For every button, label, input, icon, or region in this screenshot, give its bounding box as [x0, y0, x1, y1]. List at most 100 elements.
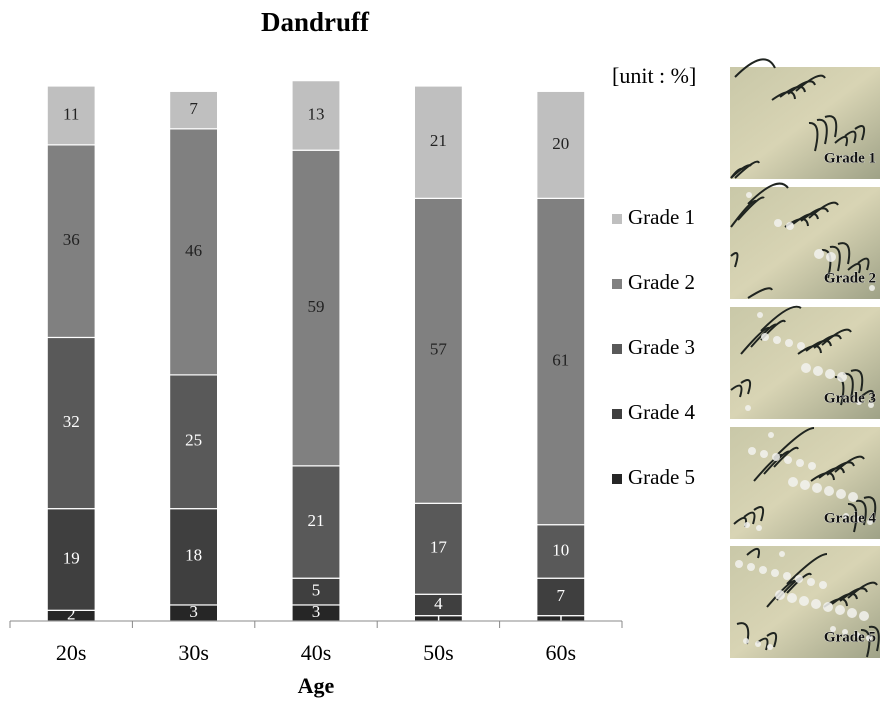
legend-swatch: [612, 344, 622, 354]
flake: [819, 581, 827, 589]
hair: [747, 182, 789, 205]
bar-segment: [536, 577, 586, 617]
flake: [826, 252, 836, 262]
x-tick-label: 30s: [178, 640, 209, 665]
flake: [854, 632, 860, 638]
data-label: 36: [63, 230, 80, 249]
flake: [824, 486, 834, 496]
flake: [783, 572, 791, 580]
hair: [816, 118, 828, 145]
legend-swatch: [612, 279, 622, 289]
data-label: 57: [430, 340, 448, 359]
flake: [773, 336, 781, 344]
hair: [834, 136, 848, 147]
flake: [847, 608, 857, 618]
photo-label: Grade 1: [824, 150, 876, 166]
bar-segment: [46, 508, 96, 611]
hair: [746, 548, 760, 559]
x-tick-label: 60s: [546, 640, 577, 665]
flake: [795, 575, 803, 583]
hair: [808, 122, 819, 152]
flake: [866, 635, 872, 641]
data-label: 25: [185, 431, 202, 450]
data-label: 61: [552, 350, 569, 369]
hair: [766, 632, 778, 648]
bar-segment: [291, 577, 341, 606]
flake: [868, 402, 874, 408]
flake: [761, 333, 769, 341]
hair: [747, 287, 773, 299]
flake: [767, 644, 773, 650]
hair: [743, 511, 756, 525]
bar-segment: [46, 144, 96, 339]
data-label: 1: [557, 607, 566, 626]
flake: [835, 605, 845, 615]
flake: [760, 450, 768, 458]
hair: [857, 257, 870, 271]
flake: [757, 312, 763, 318]
flake: [755, 641, 761, 647]
unit-note: [unit : %]: [612, 63, 696, 88]
data-label: 7: [557, 586, 566, 605]
hair: [734, 160, 760, 179]
flake: [748, 447, 756, 455]
photo: [730, 187, 880, 299]
flake: [799, 596, 809, 606]
bar-segment: [169, 128, 219, 376]
flake: [743, 638, 749, 644]
flake: [801, 363, 811, 373]
flake: [786, 222, 794, 230]
flake: [800, 480, 810, 490]
flake: [796, 459, 804, 467]
bar-segment: [413, 85, 463, 199]
flake: [811, 599, 821, 609]
flake: [855, 516, 861, 522]
legend-label: Grade 3: [628, 335, 695, 359]
hair: [753, 506, 765, 522]
hair: [824, 115, 838, 138]
flake: [842, 629, 848, 635]
flake: [856, 399, 862, 405]
bar-segment: [169, 90, 219, 130]
hair: [808, 201, 839, 219]
x-axis-title: Age: [298, 673, 335, 698]
hair: [829, 245, 841, 272]
flake: [859, 611, 869, 621]
hair: [847, 581, 878, 599]
data-label: 4: [434, 594, 443, 613]
flake: [779, 551, 785, 557]
data-label: 10: [552, 540, 569, 559]
flake: [797, 342, 805, 350]
flake: [768, 432, 774, 438]
data-label: 46: [185, 241, 202, 260]
legend-label: Grade 5: [628, 465, 695, 489]
flake: [848, 492, 858, 502]
data-label: 21: [430, 131, 447, 150]
hair: [844, 130, 857, 144]
hair: [821, 328, 852, 346]
hair: [737, 196, 765, 221]
grade-photos: Grade 1 Grade 2 Grade 3 Grade 4 Grade 5: [730, 58, 880, 658]
bar-segment: [536, 197, 586, 526]
chart-title: Dandruff: [261, 7, 370, 37]
photo: [730, 307, 880, 419]
data-label: 59: [308, 297, 325, 316]
hair: [850, 369, 864, 392]
data-label: 32: [63, 412, 80, 431]
flake: [814, 249, 824, 259]
flake: [836, 489, 846, 499]
hair: [834, 455, 865, 473]
photo-label: Grade 3: [824, 390, 876, 406]
hair: [786, 553, 828, 585]
photo: [730, 67, 880, 179]
x-tick-label: 20s: [56, 640, 87, 665]
flake: [787, 593, 797, 603]
legend-swatch: [612, 474, 622, 484]
flake: [843, 513, 849, 519]
flake: [747, 563, 755, 571]
legend-label: Grade 2: [628, 270, 695, 294]
flake: [771, 569, 779, 577]
legend-swatch: [612, 409, 622, 419]
flake: [785, 339, 793, 347]
hair: [847, 503, 858, 533]
